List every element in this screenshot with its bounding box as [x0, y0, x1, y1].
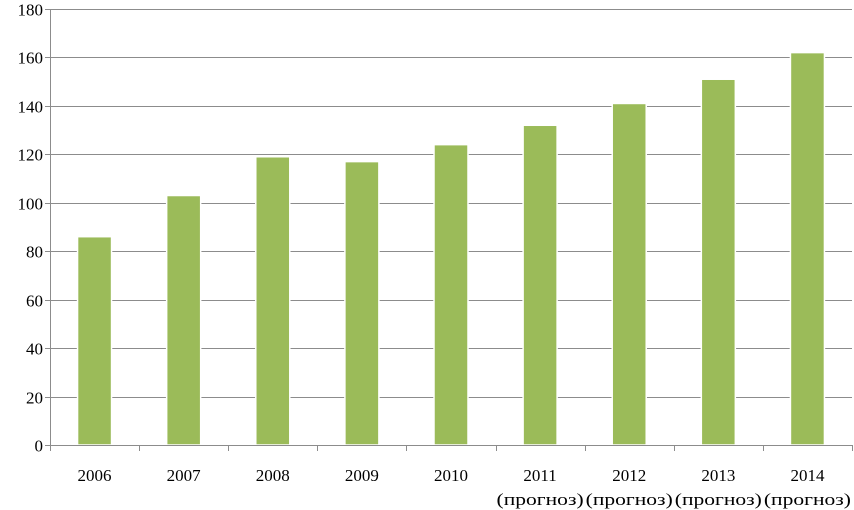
- x-tick-sublabel: (прогноз): [764, 490, 851, 509]
- x-tick-label: 2007: [167, 466, 202, 485]
- bars: [76, 51, 826, 446]
- y-tick-label: 40: [26, 340, 43, 359]
- x-tick-label: 2006: [78, 466, 112, 485]
- x-tick-label: 2011: [523, 466, 556, 485]
- x-tick-labels: 2006 2007 2008 2009 2010 2011 (прогноз) 2012 (пр…: [78, 466, 851, 509]
- bar-2014: [789, 51, 826, 446]
- axes: [45, 9, 853, 451]
- x-tick-label: 2013: [701, 466, 735, 485]
- y-tick-label: 140: [18, 98, 44, 117]
- y-tick-labels: 0 20 40 60 80 100 120 140 160 180: [18, 1, 44, 456]
- x-tick-label: 2008: [256, 466, 290, 485]
- y-tick-label: 20: [26, 389, 43, 408]
- y-tick-label: 120: [18, 146, 44, 165]
- y-tick-label: 0: [35, 437, 44, 456]
- bar-2010: [433, 143, 469, 446]
- x-tick-sublabel: (прогноз): [497, 490, 584, 509]
- bar-2006: [76, 235, 113, 446]
- x-tick-label: 2012: [612, 466, 646, 485]
- bar-2008: [255, 156, 291, 446]
- x-tick-sublabel: (прогноз): [586, 490, 673, 509]
- x-tick-label: 2010: [434, 466, 468, 485]
- bar-2011: [522, 124, 558, 446]
- bar-2009: [344, 160, 380, 446]
- y-tick-label: 160: [18, 49, 44, 68]
- y-tick-label: 100: [18, 195, 44, 214]
- bar-2007: [165, 194, 202, 446]
- bar-2012: [611, 102, 647, 446]
- x-tick-label: 2009: [345, 466, 379, 485]
- y-tick-label: 180: [18, 1, 44, 20]
- x-tick-label: 2014: [790, 466, 825, 485]
- bar-2013: [700, 78, 737, 446]
- x-tick-sublabel: (прогноз): [675, 490, 762, 509]
- y-tick-label: 60: [26, 292, 43, 311]
- y-tick-label: 80: [26, 243, 43, 262]
